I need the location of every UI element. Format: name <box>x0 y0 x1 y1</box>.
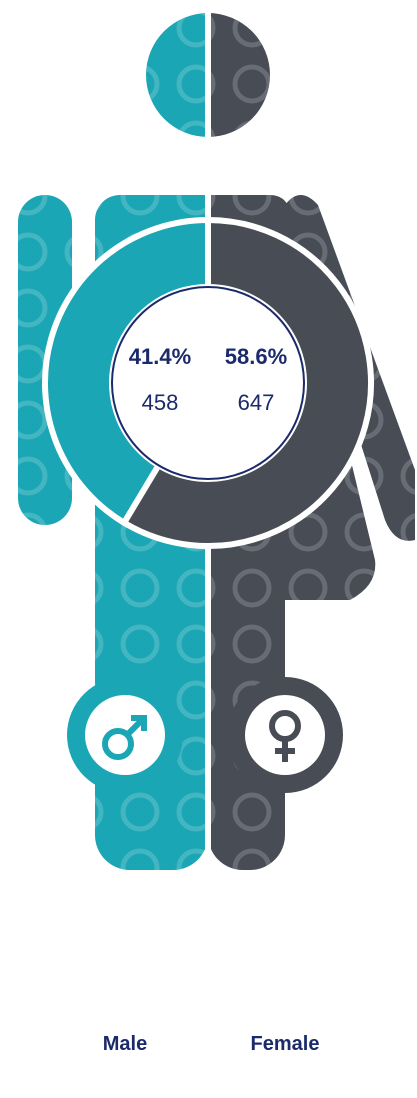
male-icon <box>67 677 183 793</box>
legend-male: Male <box>103 1033 147 1055</box>
legend-female: Female <box>251 1033 320 1055</box>
female-icon <box>227 677 343 793</box>
infographic: 41.4% 58.6% 458 647 Male Female <box>0 0 417 1098</box>
female-count: 647 <box>238 390 275 415</box>
male-percent: 41.4% <box>129 344 191 369</box>
female-percent: 58.6% <box>225 344 287 369</box>
female-icon-inner <box>245 695 325 775</box>
male-count: 458 <box>142 390 179 415</box>
donut-center <box>112 287 304 479</box>
